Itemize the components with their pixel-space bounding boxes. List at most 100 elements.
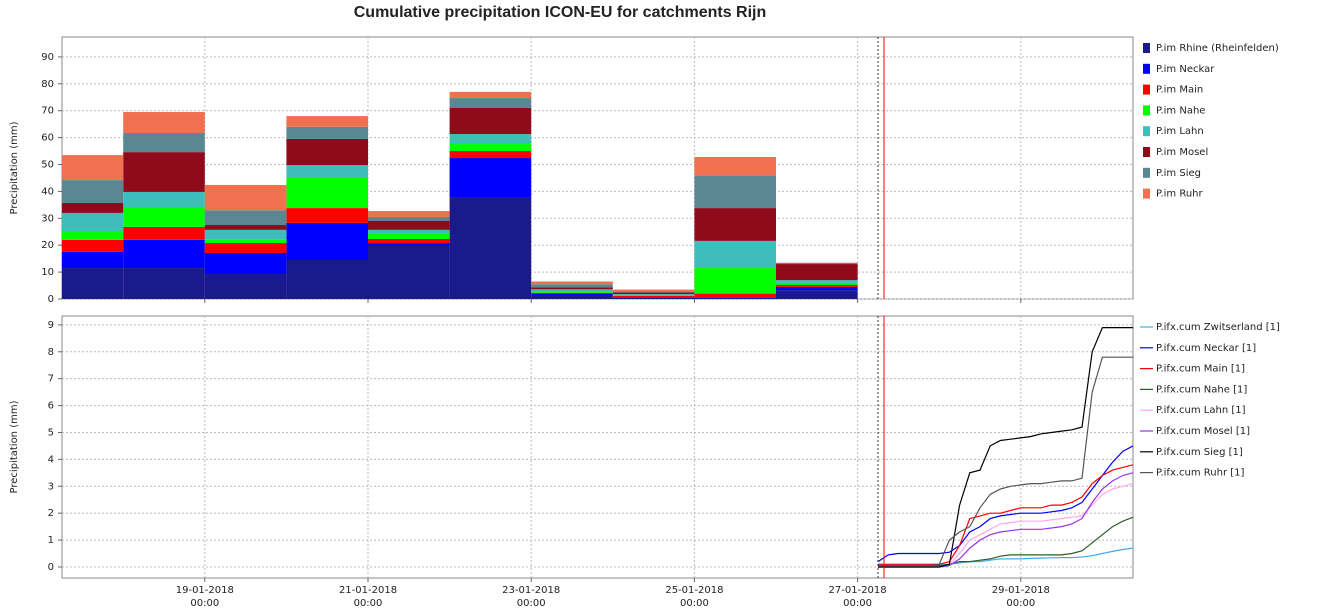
line (878, 327, 1133, 568)
y-tick-label: 10 (41, 267, 54, 278)
bar-segment (531, 287, 613, 290)
line (877, 445, 1133, 563)
y-axis-label: Precipitation (mm) (9, 400, 20, 493)
bar-segment (368, 220, 450, 230)
bar-segment (204, 273, 287, 299)
line (878, 464, 1133, 565)
bar-segment (368, 229, 450, 234)
bar-segment (612, 297, 695, 298)
legend-label: P.ifx.cum Sieg [1] (1156, 447, 1243, 458)
bar-segment (286, 165, 368, 178)
legend-swatch (1143, 147, 1150, 157)
bar-segment (123, 152, 205, 192)
bar-segment (449, 134, 532, 143)
bar-segment (204, 253, 287, 274)
bar-segment (204, 229, 287, 240)
bar-segment (286, 138, 368, 166)
legend-label: P.ifx.cum Lahn [1] (1156, 405, 1246, 416)
bar-segment (123, 112, 205, 134)
bar-segment (531, 292, 613, 294)
legend-label: P.im Mosel (1156, 147, 1208, 158)
bar-segment (286, 259, 368, 299)
bar-segment (776, 290, 858, 299)
legend-label: P.ifx.cum Neckar [1] (1156, 343, 1256, 354)
bar-segment (776, 264, 858, 281)
legend-label: P.im Neckar (1156, 64, 1215, 75)
bar-segment (694, 175, 776, 209)
x-tick-label: 27-01-2018 00:00 (829, 585, 887, 609)
bar-segment (449, 197, 532, 299)
bar-segment (612, 291, 695, 293)
bar-segment (286, 116, 368, 127)
bar-segment (62, 155, 124, 181)
y-tick-label: 8 (48, 347, 54, 358)
bar-segment (204, 239, 287, 244)
bar-segment (531, 281, 613, 285)
legend-swatch (1143, 105, 1150, 116)
bar-segment (62, 180, 124, 203)
bar-segment (204, 184, 287, 211)
y-tick-label: 30 (41, 213, 54, 224)
x-tick-label: 19-01-2018 00:00 (176, 585, 234, 609)
bar-segment (449, 158, 532, 198)
bar-segment (531, 294, 613, 299)
y-tick-label: 80 (41, 79, 54, 90)
legend-swatch (1143, 188, 1150, 199)
bar-segment (776, 286, 858, 291)
legend-label: P.im Nahe (1156, 105, 1205, 116)
x-tick-label: 29-01-2018 00:00 (992, 585, 1050, 609)
bar-segment (368, 211, 450, 217)
bar-segment (612, 292, 695, 295)
x-tick-label: 23-01-2018 00:00 (502, 585, 560, 609)
bar-segment (123, 191, 205, 208)
y-tick-label: 9 (48, 320, 54, 331)
bar-segment (62, 212, 124, 231)
legend-label: P.ifx.cum Nahe [1] (1156, 384, 1247, 395)
legend-label: P.im Ruhr (1156, 189, 1204, 200)
y-tick-label: 20 (41, 240, 54, 251)
y-tick-label: 60 (41, 133, 54, 144)
bar-segment (286, 126, 368, 139)
legend-label: P.ifx.cum Mosel [1] (1156, 426, 1250, 437)
y-tick-label: 4 (48, 454, 54, 465)
legend-swatch (1143, 167, 1150, 178)
bar-segment (286, 222, 368, 260)
bar-segment (531, 293, 613, 295)
bar-segment (776, 280, 858, 283)
bar-segment (531, 292, 613, 293)
bar-segment (204, 210, 287, 226)
y-tick-label: 7 (48, 374, 54, 385)
bar-segment (612, 294, 695, 296)
y-tick-label: 0 (48, 294, 54, 305)
bar-segment (449, 98, 532, 109)
x-tick-label: 21-01-2018 00:00 (339, 585, 397, 609)
y-tick-label: 0 (48, 562, 54, 573)
bar-segment (694, 240, 776, 269)
bar-segment (449, 108, 532, 135)
bar-segment (62, 239, 124, 252)
bar-segment (368, 216, 450, 221)
line (878, 356, 1133, 567)
bar-segment (368, 246, 450, 299)
legend-label: P.ifx.cum Ruhr [1] (1156, 468, 1245, 479)
bar-segment (286, 208, 368, 223)
bar-segment (694, 208, 776, 241)
bar-segment (449, 142, 532, 152)
legend-swatch (1143, 126, 1150, 137)
bar-segment (62, 202, 124, 213)
bar-segment (776, 282, 858, 286)
bar-segment (368, 233, 450, 240)
series-layer (877, 327, 1133, 568)
bar-segment (531, 284, 613, 288)
bar-segment (368, 243, 450, 247)
y-tick-label: 50 (41, 160, 54, 171)
legend-label: P.im Main (1156, 85, 1203, 96)
bar-segment (62, 251, 124, 269)
legend-label: P.ifx.cum Zwitserland [1] (1156, 322, 1280, 333)
legend-label: P.im Lahn (1156, 126, 1204, 137)
y-tick-label: 2 (48, 508, 54, 519)
y-tick-label: 1 (48, 535, 54, 546)
y-tick-label: 3 (48, 481, 54, 492)
bar-segment (123, 268, 205, 299)
